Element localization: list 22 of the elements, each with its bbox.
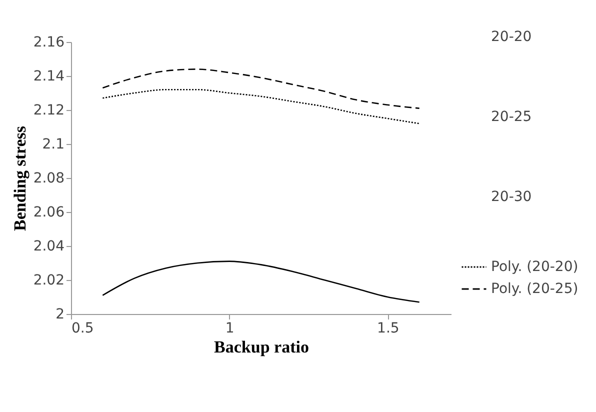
x-tick-label: 0.5	[72, 320, 94, 336]
y-tick-label: 2.12	[33, 102, 64, 118]
legend-label: Poly. (20-20)	[491, 259, 578, 275]
x-tick-label: 1	[225, 320, 234, 336]
y-tick-label: 2.04	[33, 238, 65, 254]
y-tick-label: 2	[56, 306, 64, 322]
y-tick-label: 2.14	[33, 68, 65, 84]
y-axis-title: Bending stress	[10, 126, 30, 232]
line-series	[102, 260, 420, 303]
text: 20-25	[491, 109, 532, 125]
y-tick-label: 2.02	[33, 272, 64, 288]
x-tick-label: 1.5	[377, 320, 400, 336]
x-axis-title: Backup ratio	[214, 338, 309, 356]
y-tick-label: 2.08	[33, 170, 64, 186]
line-series	[102, 88, 420, 124]
y-tick-label: 2.16	[33, 34, 65, 50]
line-series	[102, 68, 420, 109]
y-tick-label: 2.1	[42, 136, 64, 152]
text: 20-30	[491, 189, 532, 205]
y-tick-label: 2.06	[33, 204, 65, 220]
legend-label: Poly. (20-25)	[491, 281, 578, 297]
text: 20-20	[491, 29, 532, 45]
